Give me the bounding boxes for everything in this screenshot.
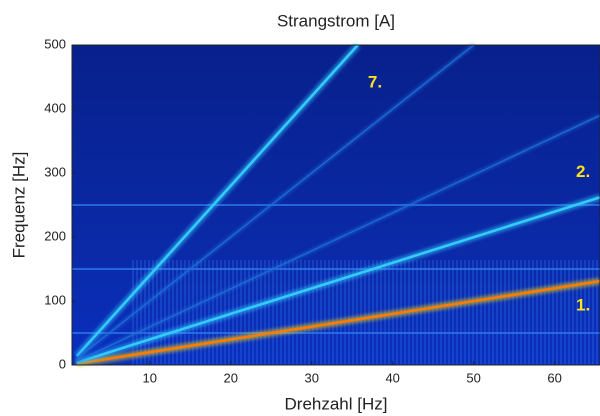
plot-frame xyxy=(71,44,600,366)
x-tick-label: 60 xyxy=(547,370,561,385)
x-tick-label: 50 xyxy=(466,370,480,385)
order-label: 2. xyxy=(576,162,590,181)
order-line xyxy=(75,44,359,357)
order-line xyxy=(76,279,600,365)
x-tick-label: 30 xyxy=(304,370,318,385)
y-tick-label: 500 xyxy=(44,36,66,51)
y-tick-label: 400 xyxy=(44,100,66,115)
x-axis-label: Drehzahl [Hz] xyxy=(285,394,388,413)
x-tick-label: 10 xyxy=(143,370,157,385)
y-axis-label: Frequenz [Hz] xyxy=(9,152,28,259)
texture xyxy=(130,260,600,365)
order-line xyxy=(76,196,600,364)
chart-title: Strangstrom [A] xyxy=(277,11,395,30)
y-tick-label: 100 xyxy=(44,292,66,307)
order-line xyxy=(76,44,475,360)
x-tick-label: 40 xyxy=(385,370,399,385)
y-tick-label: 300 xyxy=(44,164,66,179)
order-label: 7. xyxy=(368,72,382,91)
x-tick-label: 20 xyxy=(223,370,237,385)
y-tick-label: 0 xyxy=(59,356,66,371)
order-line xyxy=(76,114,600,362)
order-label: 1. xyxy=(576,296,590,315)
y-tick-label: 200 xyxy=(44,228,66,243)
